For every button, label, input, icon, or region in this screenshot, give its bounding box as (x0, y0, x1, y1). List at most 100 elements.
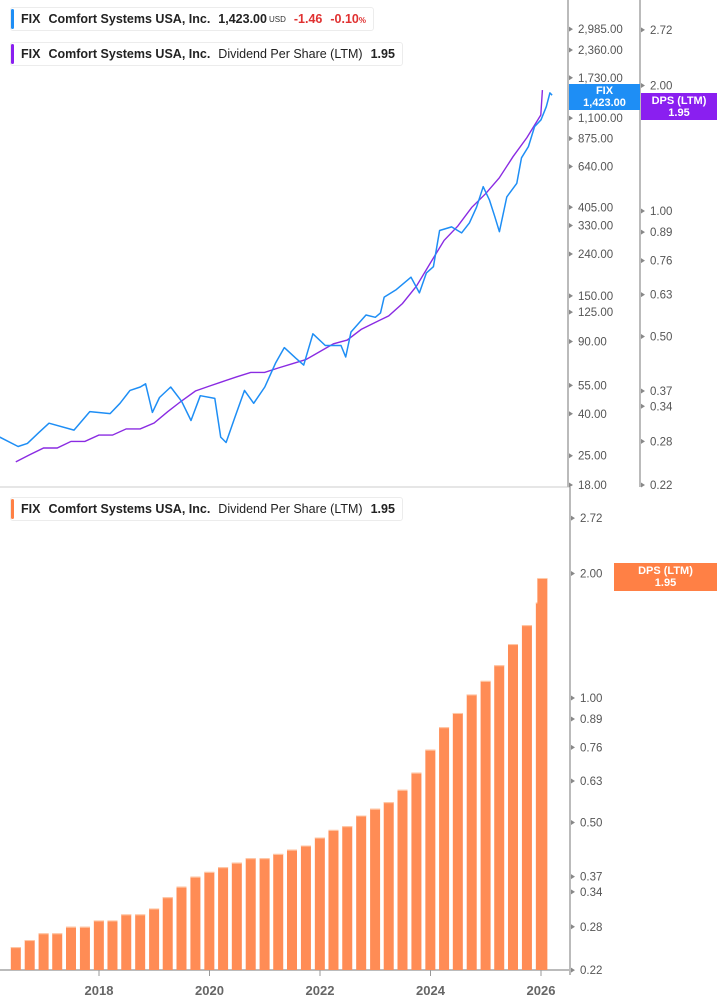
dps-axis-tick-label: 0.63 (650, 290, 672, 302)
price-axis-tick (569, 204, 573, 210)
dps-axis-tick-label: 2.72 (650, 25, 672, 37)
bar-axis-tick (571, 716, 575, 722)
dps-bottom-badge-label: DPS (LTM) (638, 565, 693, 577)
legend-price: 1,423.00 (218, 12, 267, 26)
legend-dps-top[interactable]: FIX Comfort Systems USA, Inc. Dividend P… (10, 42, 403, 66)
dps-bar (162, 897, 173, 970)
price-axis-tick (569, 382, 573, 388)
dps-bar (38, 933, 49, 970)
dps-axis-tick (641, 333, 645, 339)
price-axis-tick-label: 875.00 (578, 134, 613, 146)
price-badge-value: 1,423.00 (583, 97, 626, 109)
bar-axis-tick-label: 0.22 (580, 965, 602, 977)
price-axis-tick-label: 2,985.00 (578, 24, 623, 36)
legend-value: 1.95 (370, 502, 395, 516)
price-axis-tick-label: 150.00 (578, 291, 613, 303)
price-axis-tick-label: 1,730.00 (578, 73, 623, 85)
dps-axis-tick-label: 0.37 (650, 386, 672, 398)
legend-company: Comfort Systems USA, Inc. (48, 12, 211, 26)
bar-axis-tick (571, 889, 575, 895)
dps-axis-tick (641, 27, 645, 33)
dps-axis-tick (641, 403, 645, 409)
dps-axis-tick (641, 258, 645, 264)
price-axis-tick (569, 338, 573, 344)
dps-bar (425, 749, 436, 970)
bar-axis-tick (571, 820, 575, 826)
dps-bar (286, 849, 297, 970)
bar-axis-tick-label: 0.50 (580, 818, 602, 830)
legend-company: Comfort Systems USA, Inc. (48, 47, 211, 61)
bar-axis-tick-label: 0.63 (580, 776, 602, 788)
price-axis-tick (569, 251, 573, 257)
dps-bar (356, 815, 367, 970)
dps-bar (383, 802, 394, 970)
price-axis-tick (569, 309, 573, 315)
legend-company: Comfort Systems USA, Inc. (48, 502, 211, 516)
x-axis-year-label: 2022 (306, 983, 335, 998)
bar-axis-tick-label: 0.34 (580, 887, 603, 899)
dps-top-badge-label: DPS (LTM) (651, 94, 707, 107)
price-axis-tick (569, 47, 573, 53)
price-axis-tick (569, 293, 573, 299)
price-axis-tick (569, 26, 573, 32)
price-axis-tick-label: 405.00 (578, 202, 613, 214)
price-axis-tick-label: 90.00 (578, 336, 607, 348)
dps-axis-tick (641, 438, 645, 444)
dps-bar (370, 808, 381, 970)
price-axis-tick-label: 125.00 (578, 307, 613, 319)
bar-axis-tick (571, 570, 575, 576)
price-axis-tick-label: 2,360.00 (578, 45, 623, 57)
legend-value: 1.95 (370, 47, 395, 61)
dps-bar (245, 858, 256, 970)
dps-bar (79, 926, 90, 970)
legend-color-marker (11, 499, 14, 519)
bar-axis-tick (571, 695, 575, 701)
legend-color-marker (11, 9, 14, 29)
price-badge-label: FIX (595, 85, 614, 97)
dps-bar (121, 914, 132, 970)
dps-bar (218, 867, 229, 970)
dps-bar (24, 940, 35, 970)
price-badge: FIX 1,423.00 (569, 84, 640, 110)
dps-bar (259, 858, 270, 970)
dps-bar (300, 845, 311, 970)
bar-axis-tick-label: 1.00 (580, 693, 602, 705)
dps-bar (52, 933, 63, 970)
dps-axis-tick (641, 83, 645, 89)
price-line (0, 92, 553, 448)
legend-metric: Dividend Per Share (LTM) (218, 47, 363, 61)
price-axis-tick (569, 453, 573, 459)
bar-axis-tick-label: 2.00 (580, 568, 602, 580)
dps-top-badge-value: 1.95 (668, 106, 690, 119)
price-axis-tick (569, 75, 573, 81)
legend-ticker: FIX (21, 12, 41, 26)
dps-bar (190, 876, 201, 970)
legend-ticker: FIX (21, 47, 41, 61)
bar-axis-tick (571, 778, 575, 784)
bar-axis-tick (571, 924, 575, 930)
dps-bar (494, 665, 505, 970)
dps-bar (10, 947, 21, 970)
legend-price[interactable]: FIX Comfort Systems USA, Inc. 1,423.00 U… (10, 7, 374, 31)
legend-dps-bottom[interactable]: FIX Comfort Systems USA, Inc. Dividend P… (10, 497, 403, 521)
price-axis-tick (569, 136, 573, 142)
price-axis-tick-label: 18.00 (578, 480, 607, 492)
price-axis-tick (569, 115, 573, 121)
price-axis-tick-label: 640.00 (578, 161, 613, 173)
bar-axis-tick-label: 0.28 (580, 922, 602, 934)
price-axis-tick (569, 482, 573, 488)
price-axis-tick (569, 411, 573, 417)
dps-bar (273, 853, 284, 970)
dps-bar (65, 926, 76, 970)
dps-axis-tick-label: 0.89 (650, 227, 672, 239)
price-axis-tick-label: 25.00 (578, 451, 607, 463)
legend-currency: USD (268, 14, 286, 24)
legend-change: -1.46 (293, 12, 323, 26)
dps-bar (480, 680, 491, 970)
dps-bar (521, 625, 532, 970)
bar-axis-tick-label: 0.89 (580, 714, 602, 726)
dps-bar (411, 772, 422, 970)
dps-axis-tick (641, 388, 645, 394)
dps-bar (135, 914, 146, 970)
